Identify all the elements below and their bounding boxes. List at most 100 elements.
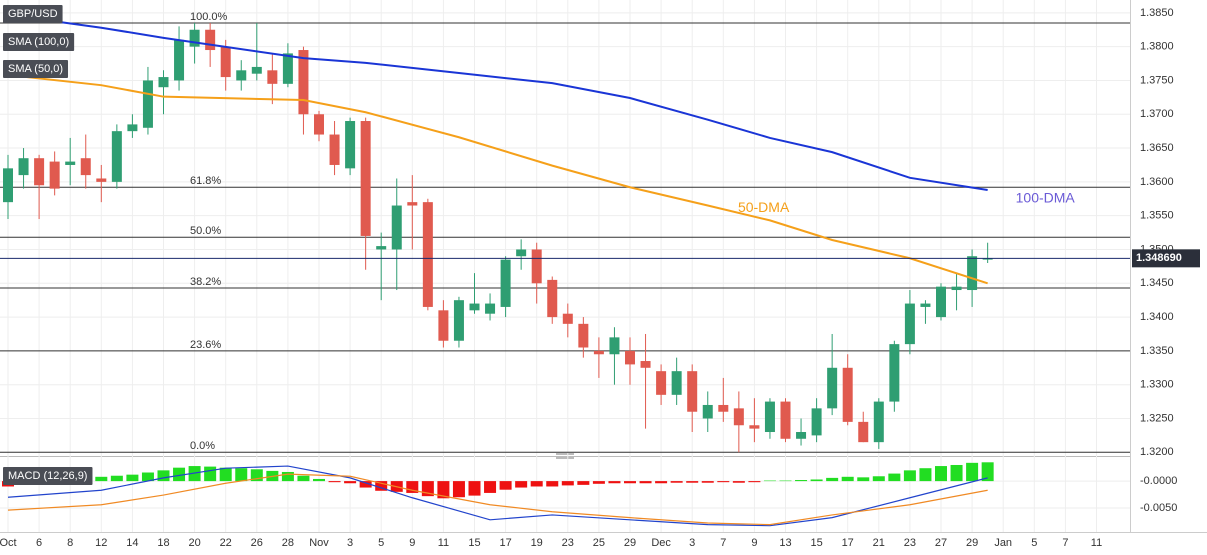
label-background xyxy=(3,5,63,23)
macd-histogram-bar xyxy=(484,481,497,493)
label-text: MACD (12,26,9) xyxy=(8,470,87,482)
x-tick-label: 20 xyxy=(188,537,200,549)
macd-histogram-bar xyxy=(235,468,248,482)
macd-histogram-bar xyxy=(406,481,419,493)
x-tick-label: Dec xyxy=(651,537,671,549)
y-tick-label: 1.3350 xyxy=(1140,345,1174,357)
macd-histogram-bar xyxy=(468,481,481,496)
macd-histogram-bar xyxy=(779,480,792,482)
macd-histogram-bar xyxy=(624,481,636,484)
x-tick-label: 21 xyxy=(873,537,885,549)
sma-line xyxy=(7,74,988,285)
macd-histogram-bar xyxy=(499,481,512,490)
macd-histogram-bar xyxy=(297,475,310,482)
macd-histogram-bar xyxy=(841,476,854,482)
candle-body xyxy=(796,432,807,439)
y-tick-label: 1.3800 xyxy=(1140,41,1174,53)
candle-body xyxy=(671,371,682,395)
candle-body xyxy=(593,350,604,355)
x-tick-label: 3 xyxy=(689,537,695,549)
x-tick-label: 18 xyxy=(157,537,169,549)
macd-histogram-bar xyxy=(546,481,559,487)
macd-histogram-bar xyxy=(141,472,154,482)
macd-histogram-bar xyxy=(452,481,465,498)
x-tick-label: 9 xyxy=(751,537,757,549)
plot: 100.0% 61.8% 50.0% 38.2% 23.6% 0.0% 100-DMA 50-… xyxy=(0,11,1130,527)
macd-histogram-bar xyxy=(157,470,170,482)
macd-histogram-bar xyxy=(857,477,870,482)
x-tick-label: 17 xyxy=(499,537,511,549)
x-tick-label: 14 xyxy=(126,537,138,549)
candle-body xyxy=(609,337,620,355)
macd-histogram-bar xyxy=(903,470,916,482)
label-text: GBP/USD xyxy=(8,8,58,20)
sma-line xyxy=(7,13,988,191)
macd-histogram-bar xyxy=(592,481,605,484)
candle-body xyxy=(298,50,309,115)
macd-histogram-bar xyxy=(577,481,590,485)
y-tick-label: 1.3750 xyxy=(1140,74,1174,86)
candle-body xyxy=(174,39,185,81)
macd-histogram-bar xyxy=(810,479,823,482)
y-tick-label: 1.3550 xyxy=(1140,210,1174,222)
macd-histogram-bar xyxy=(732,481,745,483)
x-tick-label: 26 xyxy=(251,537,263,549)
candle-body xyxy=(469,303,480,311)
candle-body xyxy=(49,161,60,189)
candle-body xyxy=(920,303,931,307)
x-tick-label: 23 xyxy=(562,537,574,549)
candle-body xyxy=(205,29,216,51)
candle-body xyxy=(267,70,278,84)
candle-body xyxy=(656,371,667,395)
candle-body xyxy=(516,249,527,257)
last-price-label: 1.348690 xyxy=(1136,252,1182,264)
candle-body xyxy=(360,121,371,236)
macd-histogram-bar xyxy=(639,481,652,484)
macd-histogram-bar xyxy=(281,471,294,482)
candle-body xyxy=(889,344,900,402)
candle-body xyxy=(578,323,589,348)
macd-histogram-bar xyxy=(763,480,776,482)
macd-histogram-bar xyxy=(888,473,901,482)
candle-body xyxy=(749,425,760,429)
macd-histogram-bar xyxy=(966,462,979,482)
candle-body xyxy=(531,249,542,284)
macd-line xyxy=(7,473,988,526)
x-tick-label: 28 xyxy=(282,537,294,549)
fib-label: 61.8% xyxy=(190,175,221,187)
candle-body xyxy=(967,256,978,291)
macd-histogram-bar xyxy=(826,477,839,482)
y-tick-label: 1.3850 xyxy=(1140,7,1174,19)
macd-histogram-bar xyxy=(701,481,714,483)
candle-body xyxy=(220,46,231,78)
candle-body xyxy=(96,178,107,182)
label-background xyxy=(3,467,93,485)
label-box: SMA (50,0) xyxy=(3,60,69,78)
x-tick-label: 6 xyxy=(36,537,42,549)
macd-histogram-bar xyxy=(359,481,372,488)
candle-body xyxy=(936,286,946,318)
candle-body xyxy=(111,131,122,182)
macd-histogram-bar xyxy=(126,474,139,482)
fib-label: 23.6% xyxy=(190,339,221,351)
candle-body xyxy=(3,168,13,203)
macd-histogram-bar xyxy=(717,481,730,483)
macd-histogram-bar xyxy=(795,480,808,482)
candle-body xyxy=(407,202,418,206)
x-tick-label: Oct xyxy=(0,537,17,549)
macd-histogram-bar xyxy=(530,481,543,487)
candle-body xyxy=(18,158,29,176)
candle-body xyxy=(625,350,635,365)
candle-body xyxy=(640,361,651,368)
candle-body xyxy=(858,421,869,443)
macd-histogram-bar xyxy=(95,476,108,482)
y-tick-label: -0.0000 xyxy=(1140,475,1177,487)
macd-histogram-bar xyxy=(608,481,621,484)
candle-body xyxy=(65,161,76,165)
x-tick-label: 5 xyxy=(378,537,384,549)
candle-body xyxy=(314,114,324,135)
x-tick-label: 15 xyxy=(468,537,480,549)
candle-body xyxy=(376,246,387,250)
last-price-tag: 1.348690 xyxy=(1132,249,1200,268)
